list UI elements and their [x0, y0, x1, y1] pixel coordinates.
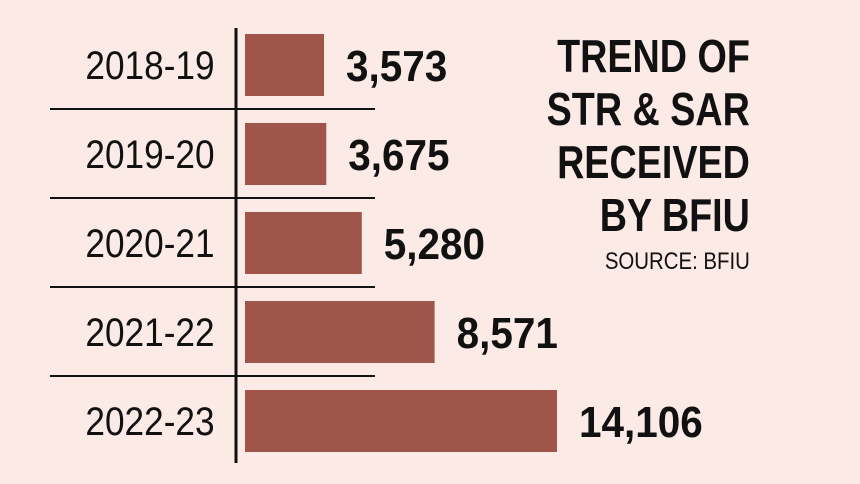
bar-2021-22 — [245, 301, 435, 363]
value-label: 3,573 — [346, 41, 447, 90]
bar-2020-21 — [245, 212, 362, 274]
value-label: 14,106 — [579, 397, 703, 446]
chart-title-block: TREND OF STR & SAR RECEIVED BY BFIU SOUR… — [502, 30, 750, 276]
category-label: 2018-19 — [85, 43, 214, 88]
bars-group — [245, 34, 557, 452]
category-label: 2020-21 — [85, 221, 214, 266]
value-labels: 3,573 3,675 5,280 8,571 14,106 — [346, 41, 703, 446]
category-label: 2019-20 — [85, 132, 214, 177]
row-separators — [50, 108, 375, 377]
chart-title-line-3: RECEIVED — [557, 136, 750, 188]
bar-2018-19 — [245, 34, 325, 96]
category-label: 2022-23 — [85, 399, 214, 444]
chart-title-line-2: STR & SAR — [546, 83, 750, 135]
bar-2022-23 — [245, 390, 557, 452]
chart-title-line-4: BY BFIU — [599, 189, 750, 241]
chart-title-line-1: TREND OF — [557, 30, 750, 82]
value-label: 8,571 — [457, 308, 558, 357]
value-label: 3,675 — [348, 130, 449, 179]
bar-2019-20 — [245, 123, 327, 185]
value-label: 5,280 — [384, 219, 485, 268]
category-labels: 2018-19 2019-20 2020-21 2021-22 2022-23 — [85, 43, 214, 444]
category-label: 2021-22 — [85, 310, 214, 355]
chart-source: SOURCE: BFIU — [604, 248, 750, 275]
